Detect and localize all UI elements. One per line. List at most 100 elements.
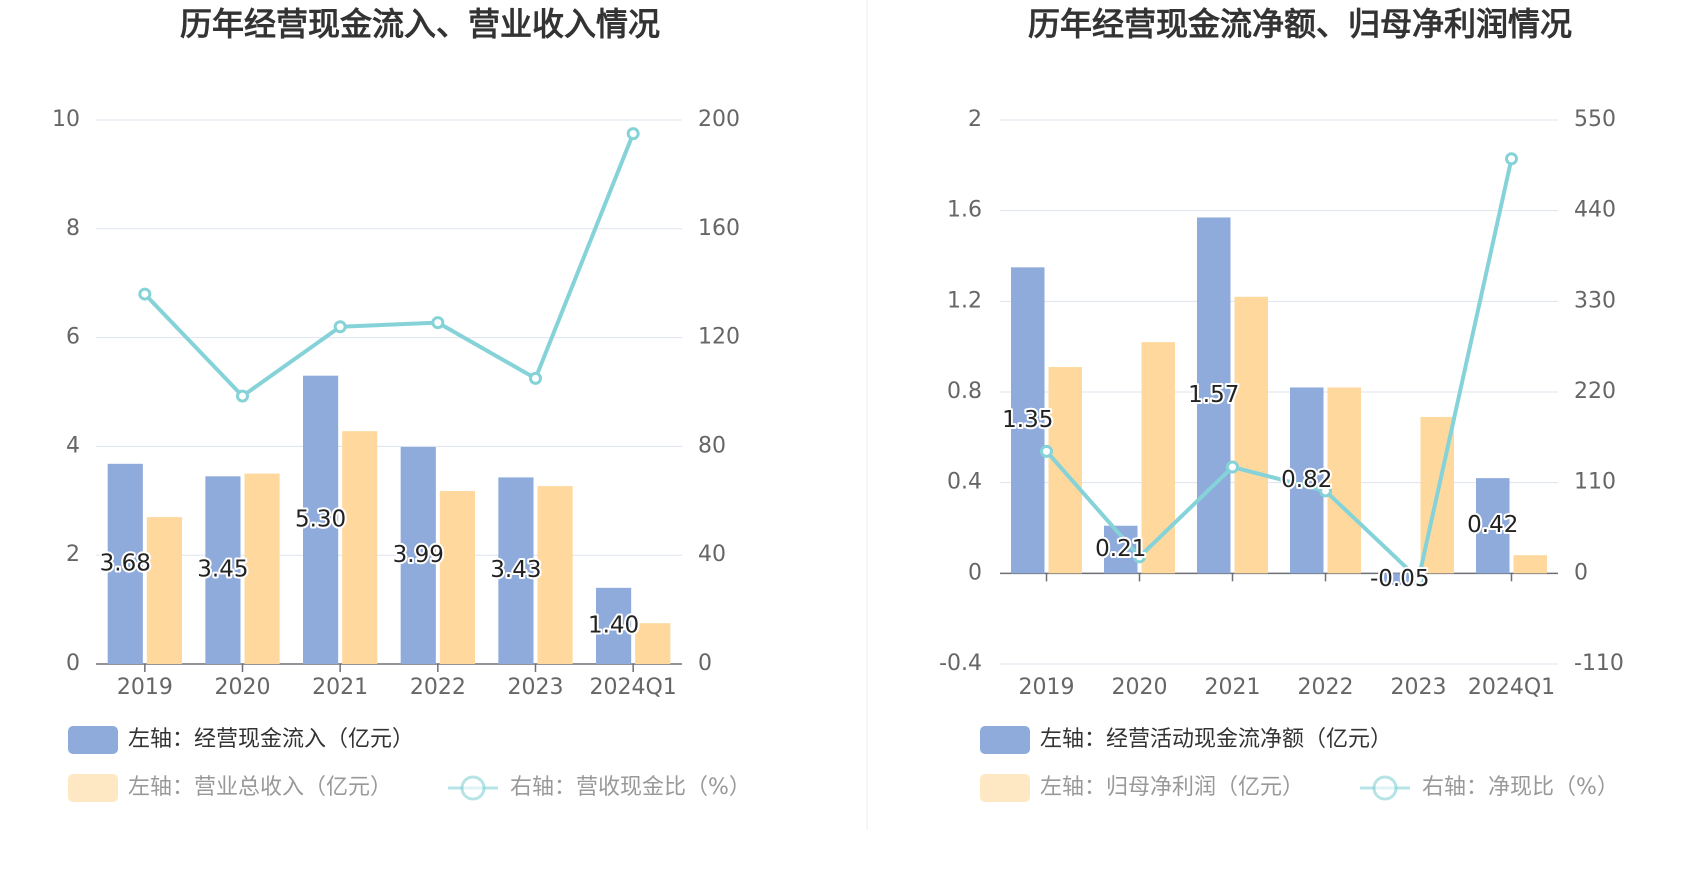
chart-1-x-tick-label: 2023 [508,675,564,700]
chart-1-y-left-tick-label: 2 [66,542,80,567]
chart-1-x-tick-label: 2022 [410,675,466,700]
chart-1-x-tick-label: 2024Q1 [590,675,677,700]
chart-2-bar-data-label: 1.57 [1188,382,1239,408]
chart-2-y-right-tick-label: 550 [1574,107,1616,132]
chart-2-legend-label-secondary: 左轴：归母净利润（亿元） [1040,775,1304,800]
chart-1-y-right-tick-label: 0 [698,651,712,676]
chart-2-ratio-line-point [1226,460,1239,474]
chart-2-bar-data-label: 0.21 [1095,536,1146,562]
chart-1-title: 历年经营现金流入、营业收入情况 [180,5,660,43]
chart-1-bar-secondary [439,491,475,664]
chart-1-ratio-line-point [431,316,445,330]
chart-2-y-right-tick-label: 330 [1574,288,1616,313]
chart-1-bar-data-label: 3.68 [100,550,151,576]
chart-2-y-left-tick-label: 1.2 [947,288,982,313]
chart-2-bar-secondary [1234,296,1268,574]
chart-2-y-left-tick-label: 0.8 [947,379,982,404]
chart-2-bar-primary [1011,267,1045,574]
chart-1-ratio-line-point [138,287,152,301]
chart-1-bar-data-label: 3.43 [490,557,541,583]
chart-2-y-left-tick-label: 0 [968,560,982,585]
chart-2-ratio-line-point [1133,550,1146,564]
chart-1-bar-data-label: 3.99 [393,542,444,568]
chart-2-y-right-tick-label: 110 [1574,470,1616,495]
chart-1-y-right-tick-label: 40 [698,542,726,567]
chart-1-bar-secondary [537,486,573,664]
chart-1-legend-swatch-secondary[interactable] [68,774,118,802]
chart-2-bar-data-label: 0.42 [1467,512,1518,538]
chart-1-bar-secondary [146,517,182,664]
chart-2-bar-primary [1383,573,1417,585]
chart-2-legend-label-line: 右轴：净现比（%） [1422,775,1619,800]
chart-2-x-tick-label: 2021 [1205,675,1261,700]
chart-1-bar-data-label: 3.45 [197,557,248,583]
chart-1-y-left-tick-label: 4 [66,433,80,458]
chart-1-ratio-line-point [626,127,640,141]
chart-1-bar-data-label: 1.40 [588,612,639,638]
chart-2-x-tick-label: 2019 [1019,675,1075,700]
chart-2-y-right-tick-label: -110 [1574,651,1624,676]
chart-2-y-left-tick-label: -0.4 [939,651,982,676]
chart-2-bar-data-label: 0.82 [1281,467,1332,493]
chart-1-bar-primary [107,463,143,664]
chart-1-y-right-tick-label: 160 [698,216,740,241]
chart-1-bar-primary [205,476,241,664]
chart-2-bar-secondary [1327,387,1361,574]
chart-1-ratio-line-point [529,371,542,385]
chart-2-y-right-tick-label: 440 [1574,198,1616,223]
chart-2-ratio-line-point [1505,152,1518,166]
chart-1-bar-data-label: 5.30 [295,506,346,532]
chart-1-legend-label-secondary: 左轴：营业总收入（亿元） [128,775,392,800]
chart-2-bar-primary [1476,478,1510,574]
chart-2-bar-primary [1290,387,1324,574]
chart-1-y-left-tick-label: 10 [52,107,80,132]
chart-2-bar-primary [1197,217,1231,574]
chart-1-y-left-tick-label: 0 [66,651,80,676]
chart-2-legend-label-primary: 左轴：经营活动现金流净额（亿元） [1040,727,1392,752]
chart-2-x-tick-label: 2020 [1112,675,1168,700]
chart-1-y-right-tick-label: 80 [698,433,726,458]
chart-1-ratio-line-point [333,320,347,334]
chart-1-legend-swatch-primary[interactable] [68,726,118,754]
chart-1-x-tick-label: 2020 [215,675,271,700]
chart-1-x-tick-label: 2019 [117,675,173,700]
chart-1-x-tick-label: 2021 [312,675,368,700]
chart-2-y-left-tick-label: 2 [968,107,982,132]
chart-2-ratio-line-point [1040,444,1053,458]
chart-2-legend-line-marker [1372,775,1398,801]
chart-2-ratio-line-point [1319,484,1332,498]
chart-1-y-right-tick-label: 120 [698,325,740,350]
chart-2-legend-swatch-primary[interactable] [980,726,1030,754]
chart-1-bar-primary [400,446,436,664]
chart-2-x-tick-label: 2024Q1 [1468,675,1555,700]
chart-2-bar-secondary [1141,342,1175,574]
chart-2-legend-swatch-secondary[interactable] [980,774,1030,802]
chart-2-bar-data-label: 1.35 [1002,407,1053,433]
chart-1-bar-primary [303,375,339,664]
chart-2-x-tick-label: 2022 [1298,675,1354,700]
chart-2-y-right-tick-label: 0 [1574,560,1588,585]
chart-2-ratio-line [1044,158,1514,582]
chart-2-bar-data-label: -0.05 [1370,566,1430,592]
chart-2-y-right-tick-label: 220 [1574,379,1616,404]
chart-2-y-left-tick-label: 1.6 [947,198,982,223]
chart-1-bar-primary [498,477,534,664]
chart-1-y-left-tick-label: 6 [66,325,80,350]
chart-1-bar-secondary [342,431,378,664]
chart-2-title: 历年经营现金流净额、归母净利润情况 [1028,5,1572,43]
chart-1-ratio-line [143,132,636,399]
chart-1-y-left-tick-label: 8 [66,216,80,241]
chart-1-legend-label-line: 右轴：营收现金比（%） [510,775,751,800]
chart-1-bar-secondary [635,623,671,664]
chart-2-bar-secondary [1513,555,1547,574]
chart-2-ratio-line-point [1412,572,1425,586]
chart-1-bar-secondary [244,473,280,664]
chart-1-bar-primary [596,587,632,664]
chart-2-x-tick-label: 2023 [1391,675,1447,700]
chart-1-legend-line-marker [460,775,486,801]
chart-1-legend-label-primary: 左轴：经营现金流入（亿元） [128,727,414,752]
chart-1-ratio-line-point [236,389,249,403]
chart-2-y-left-tick-label: 0.4 [947,470,982,495]
